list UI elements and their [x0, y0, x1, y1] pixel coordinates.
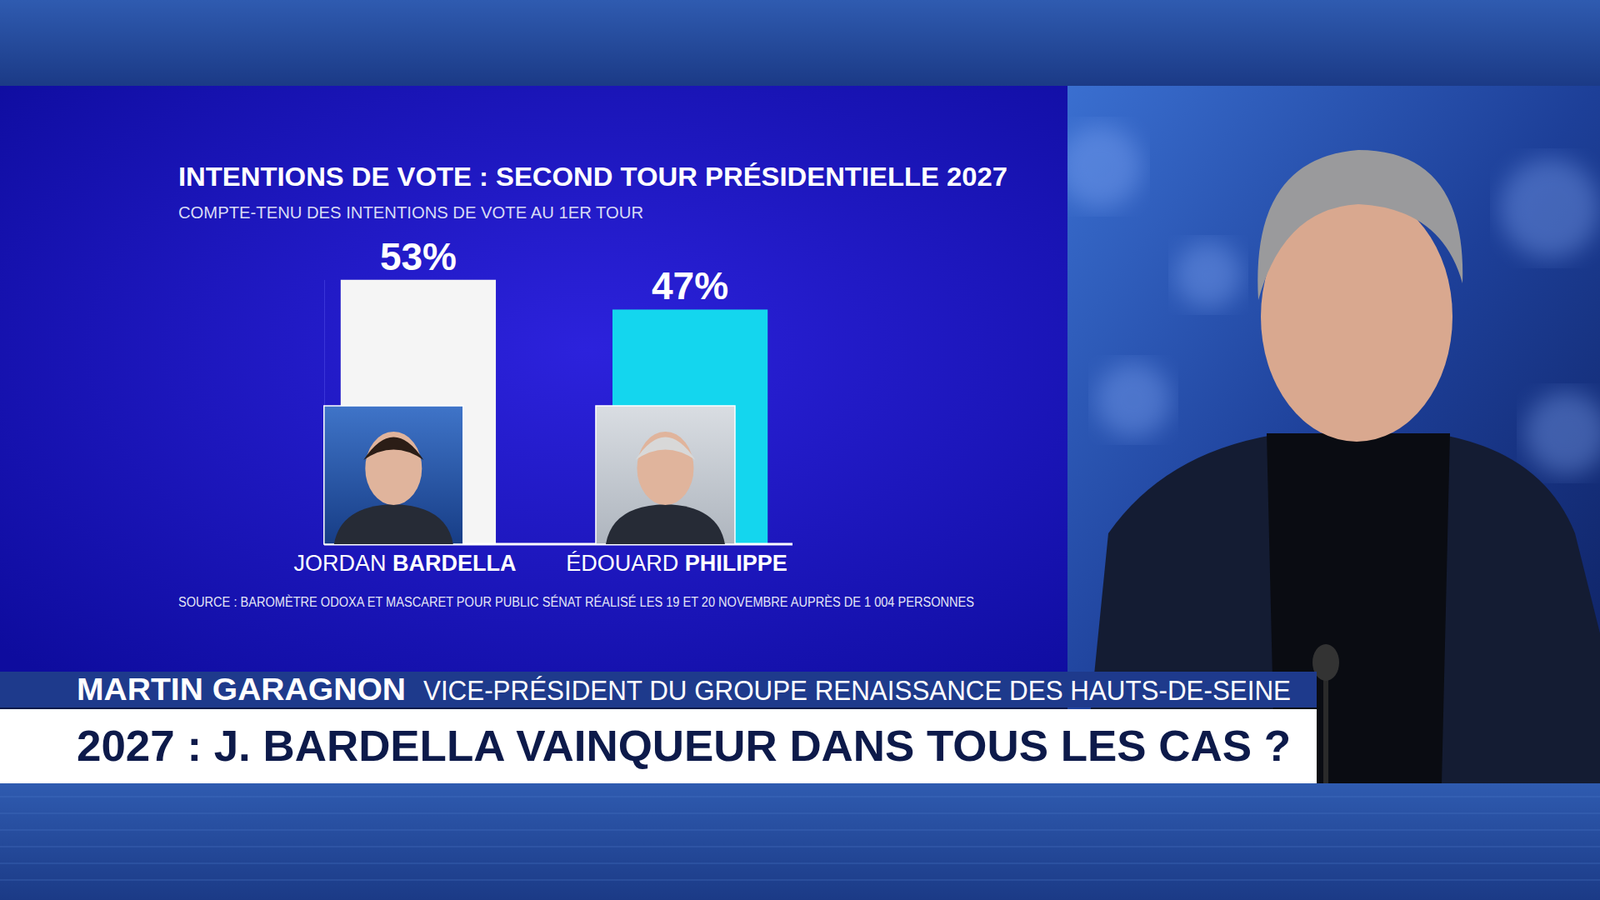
band-stripe: [0, 879, 1600, 881]
chart-title: INTENTIONS DE VOTE : SECOND TOUR PRÉSIDE…: [178, 161, 1008, 192]
band-stripe: [0, 845, 1600, 848]
data-label: 47%: [651, 264, 729, 308]
portrait: [324, 405, 464, 545]
headline-bar: [0, 709, 1317, 784]
category-label: JORDAN BARDELLA: [293, 550, 516, 576]
speaker-name: MARTIN GARAGNON: [76, 672, 406, 707]
speaker-role: VICE-PRÉSIDENT DU GROUPE RENAISSANCE DES…: [423, 674, 1291, 706]
name-bar: [0, 671, 1317, 708]
band-stripe: [0, 862, 1600, 865]
chart-subtitle: COMPTE-TENU DES INTENTIONS DE VOTE AU 1E…: [178, 203, 644, 222]
portrait-hair: [635, 437, 695, 461]
screen: INTENTIONS DE VOTE : SECOND TOUR PRÉSIDE…: [0, 0, 1600, 900]
studio-light: [1525, 391, 1600, 475]
portrait-hair: [363, 437, 424, 461]
chart-panel: [0, 85, 1068, 672]
data-label: 53%: [380, 235, 457, 279]
band-stripe: [0, 812, 1600, 815]
portrait-suit: [334, 504, 454, 545]
portrait-frame: [324, 405, 464, 545]
headline: 2027 : J. BARDELLA VAINQUEUR DANS TOUS L…: [76, 721, 1291, 770]
person-hair: [1257, 150, 1463, 300]
category-label: ÉDOUARD PHILIPPE: [565, 550, 788, 576]
portraits: [324, 405, 735, 545]
bottom-band: [0, 783, 1600, 900]
studio-light: [1095, 362, 1171, 438]
source-note: SOURCE : BAROMÈTRE ODOXA ET MASCARET POU…: [178, 594, 975, 610]
portrait-suit: [605, 504, 725, 545]
band-stripe: [0, 795, 1600, 798]
studio-light: [1500, 158, 1600, 259]
band-stripe: [0, 829, 1600, 831]
portrait-frame: [595, 405, 735, 545]
studio-light: [1175, 241, 1242, 309]
top-band: [0, 0, 1600, 86]
studio-light: [1058, 125, 1142, 209]
portrait: [595, 405, 735, 545]
